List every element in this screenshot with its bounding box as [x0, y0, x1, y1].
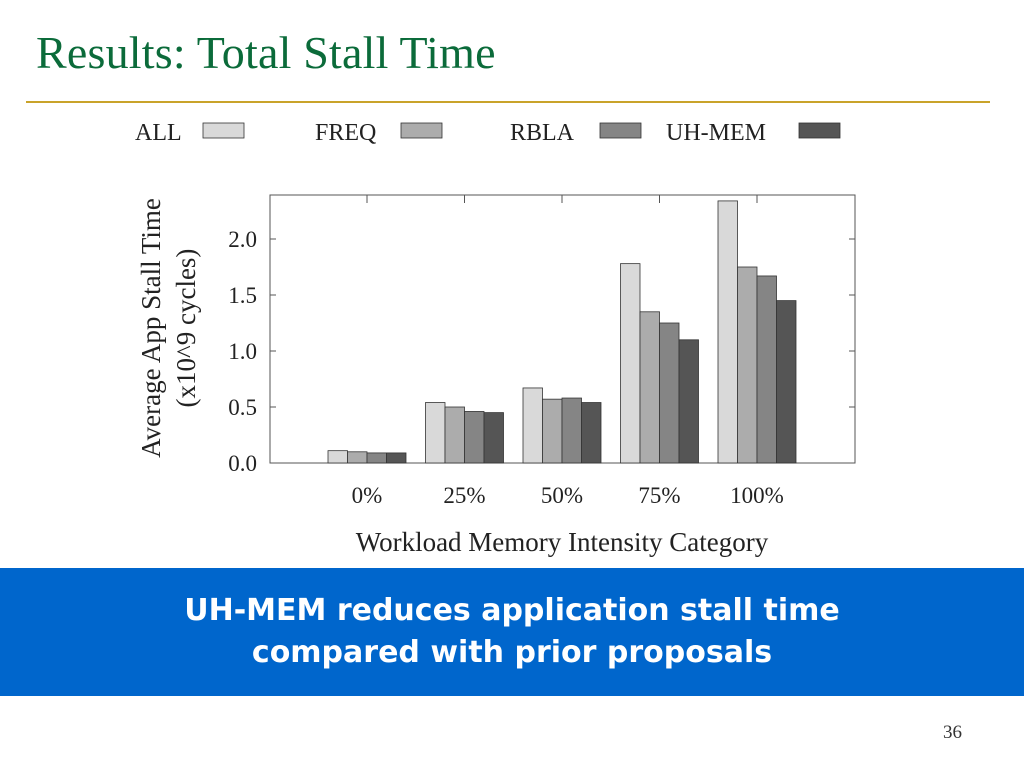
legend-label-uh-mem: UH-MEM — [666, 120, 766, 146]
bar-uh-mem-2 — [581, 402, 602, 464]
y-axis-label-line1: Average App Stall Time — [136, 198, 166, 458]
legend-swatch-all — [202, 122, 245, 139]
x-axis-label: Workload Memory Intensity Category — [356, 527, 769, 557]
y-tick-label: 2.0 — [228, 227, 257, 252]
legend-swatch-freq — [400, 122, 443, 139]
y-tick-label: 1.5 — [228, 283, 257, 308]
stall-time-bar-chart: ALL FREQ RBLA UH-MEM Average App Stall Time… — [135, 120, 856, 557]
bar-series — [327, 200, 797, 464]
bar-freq-1 — [444, 406, 465, 464]
slide-title: Results: Total Stall Time — [36, 27, 496, 78]
chart-legend: ALL FREQ RBLA UH-MEM — [135, 120, 841, 146]
bar-uh-mem-4 — [776, 300, 797, 464]
x-tick-label: 75% — [638, 483, 680, 508]
x-tick-label: 25% — [443, 483, 485, 508]
bar-rbla-3 — [659, 322, 680, 464]
legend-label-freq: FREQ — [315, 120, 376, 146]
bar-all-0 — [327, 450, 348, 464]
bar-all-2 — [522, 387, 543, 464]
legend-label-rbla: RBLA — [510, 120, 575, 146]
bar-rbla-2 — [561, 397, 582, 464]
x-tick-label: 0% — [352, 483, 383, 508]
legend-label-all: ALL — [135, 120, 182, 146]
y-axis-label-line2: (x10^9 cycles) — [171, 249, 201, 408]
takeaway-banner: UH-MEM reduces application stall time co… — [0, 568, 1024, 696]
bar-all-4 — [717, 200, 738, 464]
bar-all-3 — [620, 263, 641, 464]
y-tick-label: 1.0 — [228, 339, 257, 364]
bar-rbla-0 — [366, 452, 387, 464]
bar-freq-0 — [347, 451, 368, 464]
bar-freq-2 — [542, 398, 563, 464]
y-tick-label: 0.5 — [228, 395, 257, 420]
x-axis: 0% 25% 50% 75% 100% — [352, 195, 784, 508]
bar-rbla-1 — [464, 411, 485, 464]
x-tick-label: 50% — [541, 483, 583, 508]
takeaway-line-2: compared with prior proposals — [251, 635, 773, 670]
takeaway-line-1: UH-MEM reduces application stall time — [184, 593, 840, 628]
bar-rbla-4 — [756, 275, 777, 464]
y-tick-label: 0.0 — [228, 451, 257, 476]
bar-all-1 — [425, 402, 446, 464]
legend-swatch-uh-mem — [798, 122, 841, 139]
y-axis-label: Average App Stall Time (x10^9 cycles) — [136, 198, 201, 458]
legend-swatch-rbla — [599, 122, 642, 139]
bar-uh-mem-0 — [386, 452, 407, 464]
page-number: 36 — [943, 722, 962, 743]
bar-uh-mem-1 — [483, 412, 504, 464]
title-divider — [26, 101, 990, 103]
bar-freq-3 — [639, 311, 660, 464]
y-axis: 0.0 0.5 1.0 1.5 2.0 — [228, 227, 855, 476]
bar-freq-4 — [737, 266, 758, 464]
x-tick-label: 100% — [730, 483, 784, 508]
bar-uh-mem-3 — [678, 339, 699, 464]
